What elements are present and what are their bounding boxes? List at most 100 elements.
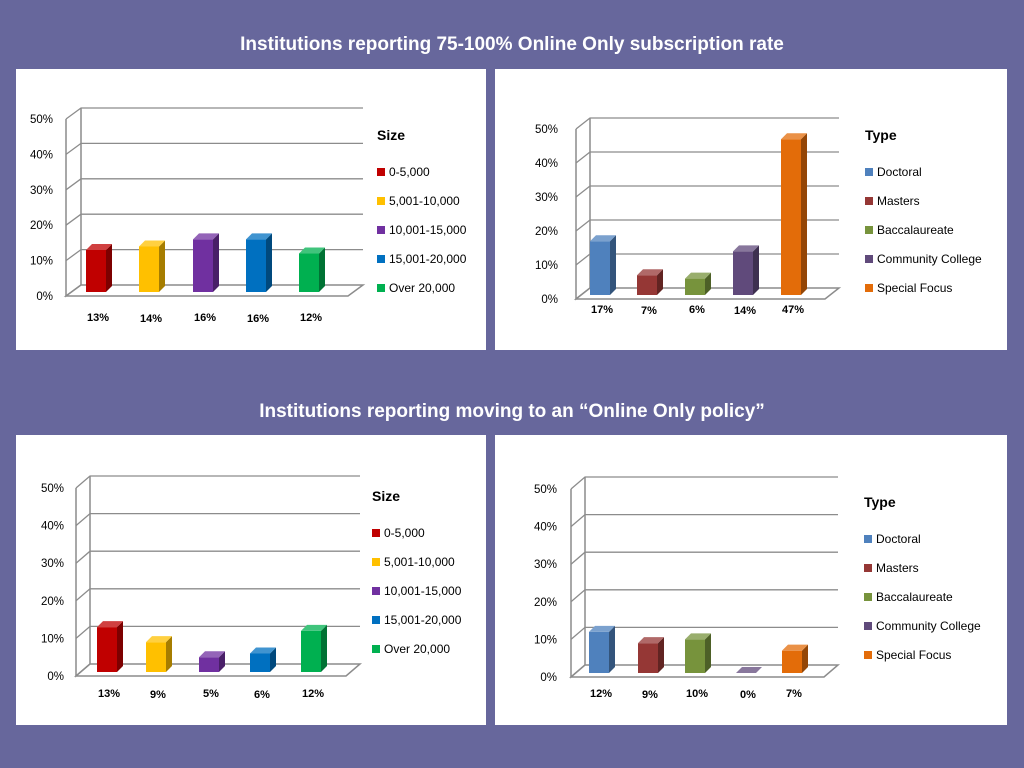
legend-label: Masters xyxy=(876,560,919,575)
y-tick-label: 50% xyxy=(41,483,64,495)
legend-item: 5,001-10,000 xyxy=(377,186,466,215)
chart-wall xyxy=(65,108,82,298)
bar-value-label: 9% xyxy=(150,689,166,701)
legend-item: Community College xyxy=(865,244,982,273)
legend-item: Over 20,000 xyxy=(377,273,466,302)
y-tick-label: 10% xyxy=(534,634,557,646)
legend-title: Size xyxy=(372,488,401,504)
legend-label: Special Focus xyxy=(876,647,952,662)
legend-label: Community College xyxy=(876,618,981,633)
legend-item: 0-5,000 xyxy=(377,157,466,186)
bar-value-label: 6% xyxy=(689,304,705,316)
bar-0-5-000 xyxy=(97,621,123,672)
bar-value-label: 12% xyxy=(590,688,612,700)
y-tick-label: 30% xyxy=(30,185,53,197)
legend-swatch xyxy=(377,225,385,234)
y-tick-label: 50% xyxy=(534,484,557,496)
y-tick-label: 10% xyxy=(535,260,558,272)
y-tick-label: 0% xyxy=(47,671,64,683)
gridline xyxy=(75,512,360,527)
bar-value-label: 10% xyxy=(686,688,708,700)
legend-swatch xyxy=(377,167,385,176)
bar-0-5-000 xyxy=(86,243,112,292)
legend-swatch xyxy=(865,225,873,234)
legend-item: Over 20,000 xyxy=(372,634,461,663)
legend-title: Type xyxy=(865,127,897,143)
legend-swatch xyxy=(864,563,872,572)
y-tick-label: 30% xyxy=(534,559,557,571)
bar-baccalaureate xyxy=(685,633,711,673)
y-tick-label: 40% xyxy=(534,522,557,534)
gridline xyxy=(75,550,360,564)
legend-swatch xyxy=(865,196,873,205)
bar-doctoral xyxy=(589,625,615,673)
legend-label: 10,001-15,000 xyxy=(384,583,462,598)
y-tick-label: 40% xyxy=(535,158,558,170)
bar-community-college xyxy=(733,245,759,295)
gridline xyxy=(65,213,363,226)
legend-item: Doctoral xyxy=(865,157,982,186)
bar-value-label: 14% xyxy=(140,313,162,325)
gridline xyxy=(65,178,363,191)
gridline xyxy=(75,588,360,602)
legend-item: 10,001-15,000 xyxy=(372,576,461,605)
gridline xyxy=(575,151,839,164)
y-tick-label: 0% xyxy=(541,294,558,306)
legend-item: Special Focus xyxy=(864,640,981,669)
legend-item: 15,001-20,000 xyxy=(377,244,466,273)
bar-value-label: 16% xyxy=(194,312,216,324)
bar-5-001-10-000 xyxy=(139,240,165,292)
legend-item: Baccalaureate xyxy=(865,215,982,244)
legend-size-policy: Size 0-5,000 5,001-10,000 10,001-15,000 15,0… xyxy=(372,488,461,663)
y-tick-label: 0% xyxy=(540,672,557,684)
gridline xyxy=(575,185,839,198)
legend-item: Masters xyxy=(864,553,981,582)
legend-type-subscription: Type Doctoral Masters Baccalaureate Communit… xyxy=(865,127,982,302)
bar-special-focus xyxy=(781,133,807,295)
gridline xyxy=(570,551,838,565)
chart-wall xyxy=(575,118,591,301)
bar-masters xyxy=(637,269,663,295)
chart-panel-type-subscription: 0% 10% 20% 30% 40% 50% 17% 7% 6% 14% 47% Type Docto… xyxy=(495,69,1007,350)
y-tick-label: 50% xyxy=(535,124,558,136)
bar-value-label: 6% xyxy=(254,689,270,701)
bar-value-label: 47% xyxy=(782,304,804,316)
legend-label: 5,001-10,000 xyxy=(384,554,455,569)
legend-swatch xyxy=(372,644,380,653)
legend-swatch xyxy=(372,586,380,595)
legend-label: Baccalaureate xyxy=(876,589,953,604)
bar-doctoral xyxy=(590,235,616,295)
gridline xyxy=(575,219,839,232)
y-tick-label: 0% xyxy=(36,291,53,303)
legend-swatch xyxy=(865,254,873,263)
title-online-only-subscription: Institutions reporting 75-100% Online On… xyxy=(240,34,784,55)
legend-size-subscription: Size 0-5,000 5,001-10,000 10,001-15,000 15,0… xyxy=(377,127,466,302)
legend-item: Masters xyxy=(865,186,982,215)
bar-value-label: 7% xyxy=(786,688,802,700)
legend-swatch xyxy=(864,650,872,659)
bar-value-label: 7% xyxy=(641,305,657,317)
gridline xyxy=(75,625,360,639)
bar-community-college xyxy=(736,667,762,673)
legend-title: Size xyxy=(377,127,406,143)
legend-label: Doctoral xyxy=(876,531,921,546)
legend-type-policy: Type Doctoral Masters Baccalaureate Communit… xyxy=(864,494,981,669)
legend-label: Baccalaureate xyxy=(877,222,954,237)
legend-item: Special Focus xyxy=(865,273,982,302)
legend-item: Baccalaureate xyxy=(864,582,981,611)
chart-size-subscription: 0% 10% 20% 30% 40% 50% 13% 14% 16% 16% 12% xyxy=(30,107,366,325)
bar-value-label: 12% xyxy=(300,312,322,324)
title-online-only-policy: Institutions reporting moving to an “Onl… xyxy=(259,401,765,422)
legend-label: 10,001-15,000 xyxy=(389,222,467,237)
bar-over-20-000 xyxy=(301,624,327,672)
y-tick-label: 40% xyxy=(41,521,64,533)
legend-label: 15,001-20,000 xyxy=(384,612,462,627)
legend-item: 10,001-15,000 xyxy=(377,215,466,244)
gridline xyxy=(65,142,363,155)
bar-value-label: 5% xyxy=(203,688,219,700)
gridline xyxy=(570,589,838,603)
bar-baccalaureate xyxy=(685,272,711,295)
y-tick-label: 20% xyxy=(535,226,558,238)
y-tick-label: 50% xyxy=(30,114,53,126)
bar-over-20-000 xyxy=(299,247,325,292)
